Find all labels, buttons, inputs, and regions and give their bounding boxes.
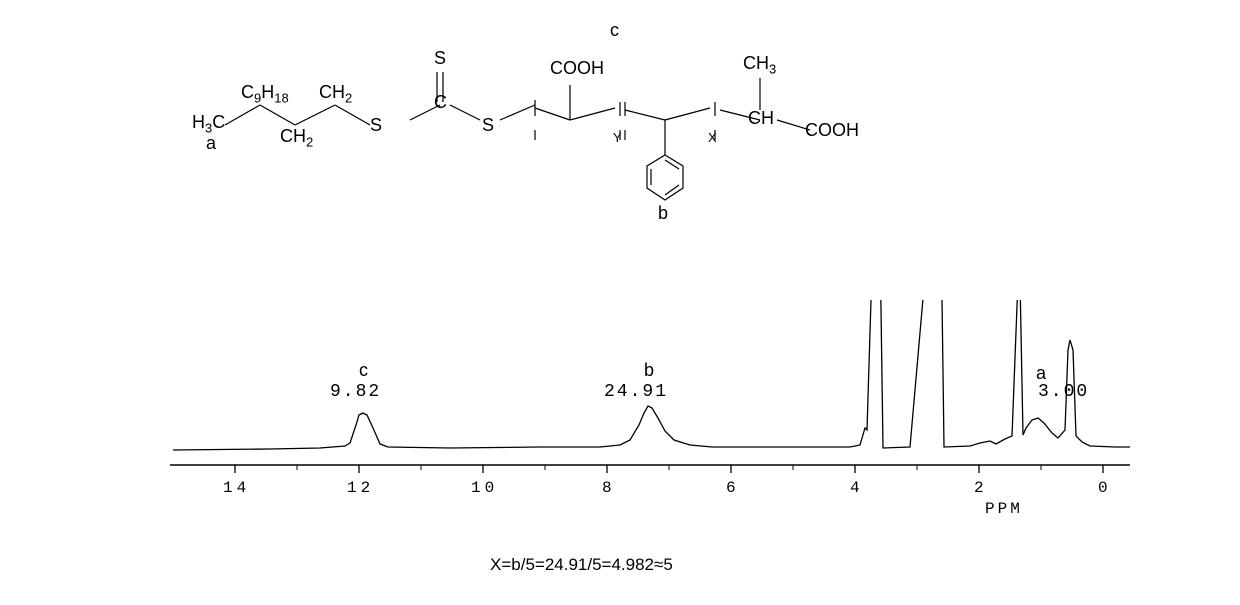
xtick-10: 10 [471, 479, 498, 497]
ch2-lower-label: CH2 [280, 126, 313, 150]
peak-c-letter: c [359, 360, 368, 381]
peak-a-value: 3.00 [1038, 382, 1089, 402]
y-subscript: Y [613, 130, 622, 145]
cooh-right-label: COOH [805, 120, 859, 141]
cooh-left-label: COOH [550, 58, 604, 79]
ch-label: CH [748, 108, 774, 129]
a-label: a [206, 133, 216, 154]
peak-c-value: 9.82 [330, 382, 381, 402]
chemical-structure-container: c COOH CH3 S H3C a C9H18 CH2 CH2 S C S Y… [200, 30, 920, 220]
equation-caption: X=b/5=24.91/5=4.982≈5 [490, 555, 673, 575]
c9h18-label: C9H18 [241, 82, 289, 106]
c-atom-label: C [434, 92, 447, 113]
s-label-2: S [482, 115, 494, 136]
label-c: c [610, 20, 619, 41]
b-label: b [658, 203, 668, 224]
ppm-label: PPM [985, 500, 1023, 518]
xtick-14: 14 [223, 479, 250, 497]
ch2-upper-label: CH2 [319, 82, 352, 106]
xtick-12: 12 [347, 479, 374, 497]
xtick-0: 0 [1098, 479, 1112, 497]
xtick-2: 2 [974, 479, 988, 497]
ch3-right-label: CH3 [743, 53, 776, 77]
xtick-6: 6 [726, 479, 740, 497]
peak-b-value: 24.91 [604, 382, 668, 402]
peak-b-letter: b [644, 360, 654, 381]
xtick-8: 8 [602, 479, 616, 497]
x-subscript: X [708, 130, 717, 145]
peak-a-letter: a [1036, 363, 1046, 384]
s-label-1: S [370, 115, 382, 136]
s-top-label: S [434, 48, 446, 69]
xtick-4: 4 [850, 479, 864, 497]
